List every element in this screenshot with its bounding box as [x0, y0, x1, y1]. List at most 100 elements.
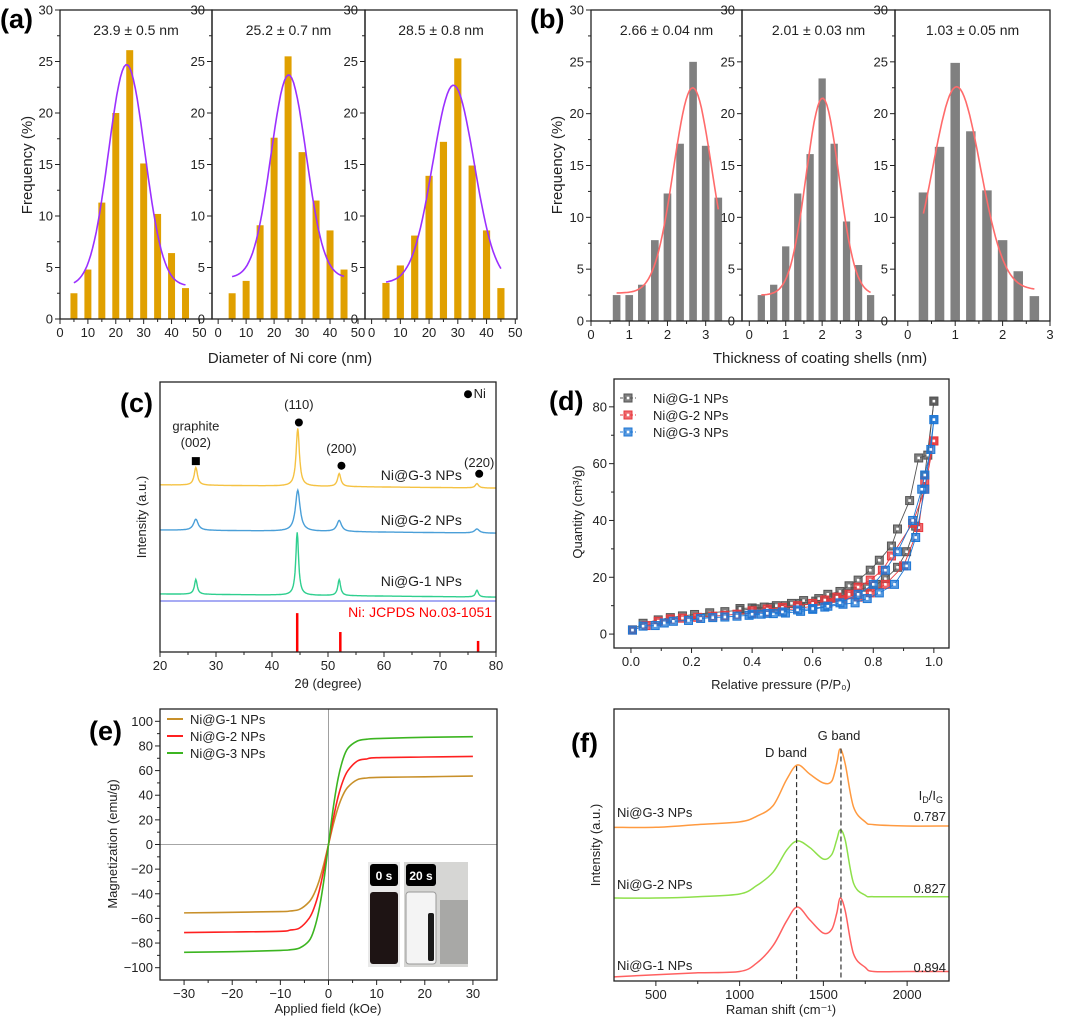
gaussian-fit-line: [616, 86, 720, 294]
marker-center: [681, 616, 684, 620]
marker-center: [917, 456, 921, 460]
marker-center: [790, 602, 793, 605]
histogram-subplot: [382, 58, 505, 319]
histogram-bar: [126, 50, 134, 320]
histogram-bar: [468, 165, 476, 319]
x-tick-label: 2: [664, 327, 671, 342]
histogram-bar: [497, 288, 505, 319]
panel-label-e: (e): [89, 716, 122, 746]
y-tick-label: 40: [593, 513, 607, 528]
series-label: Ni@G-2 NPs: [617, 877, 693, 892]
marker-center: [896, 566, 899, 569]
histogram-bar: [1013, 271, 1023, 321]
x-tick-label: 20: [109, 325, 123, 340]
y-tick-label: 10: [344, 209, 358, 224]
reference-label: Ni: JCPDS No.03-1051: [348, 604, 492, 620]
legend-label: Ni: [474, 386, 486, 401]
y-tick-label: 15: [570, 158, 584, 173]
ratio-part: D: [922, 795, 929, 805]
marker-center: [856, 593, 860, 596]
marker-center: [856, 578, 860, 582]
x-tick-label: 40: [164, 325, 178, 340]
x-tick-label: −30: [173, 986, 195, 1001]
x-tick-label: 50: [321, 658, 335, 673]
marker-center: [735, 614, 739, 618]
y-axis-label: Frequency (%): [19, 116, 36, 214]
y-tick-label: −40: [131, 886, 153, 901]
marker-center: [838, 601, 842, 605]
histogram-bar: [84, 269, 92, 319]
mean-size-annotation: 23.9 ± 0.5 nm: [93, 22, 179, 38]
x-tick-label: 3: [855, 327, 862, 342]
histogram-bar: [168, 253, 176, 319]
x-axis-label: Diameter of Ni core (nm): [208, 350, 372, 367]
marker-center: [878, 558, 881, 562]
y-tick-label: 15: [39, 157, 53, 172]
x-axis-label: Relative pressure (P/P₀): [711, 677, 851, 692]
desorption-branch-line: [752, 440, 935, 612]
x-tick-label: 0.2: [683, 654, 701, 669]
y-tick-label: 20: [721, 106, 735, 121]
panel-label-b: (b): [530, 4, 564, 34]
marker-center: [905, 550, 908, 554]
xrd-pattern-line: [160, 532, 496, 598]
marker-center: [759, 612, 763, 616]
x-tick-label: 1000: [725, 987, 754, 1002]
histogram-bar: [918, 192, 929, 321]
histogram-bar: [140, 163, 148, 319]
y-tick-label: 10: [39, 209, 53, 224]
y-tick-label: 100: [131, 714, 153, 729]
histogram-bar: [982, 190, 992, 321]
inset-label: 20 s: [409, 869, 433, 883]
x-tick-label: 70: [433, 658, 447, 673]
vial-dispersed: [370, 892, 398, 964]
marker-center: [711, 616, 715, 619]
y-tick-label: 25: [191, 54, 205, 69]
x-tick-label: 30: [136, 325, 150, 340]
legend-label: Ni@G-1 NPs: [190, 712, 266, 727]
panel-label-c: (c): [120, 388, 153, 418]
y-tick-label: −20: [131, 862, 153, 877]
histogram-bar: [439, 141, 448, 319]
y-tick-label: 25: [721, 54, 735, 69]
histogram-bar: [326, 230, 334, 319]
x-tick-label: 0: [215, 325, 222, 340]
desorption-branch-line: [752, 419, 935, 615]
peak-index-label: (110): [284, 397, 313, 412]
marker-center: [878, 591, 881, 595]
y-tick-label: −80: [131, 936, 153, 951]
legend-label: Ni@G-2 NPs: [653, 408, 729, 423]
marker-center: [908, 499, 911, 502]
y-tick-label: 0: [728, 314, 735, 329]
marker-center: [932, 418, 936, 421]
histogram-bar: [651, 240, 659, 321]
x-tick-label: 20: [422, 325, 436, 340]
mean-size-annotation: 2.66 ± 0.04 nm: [620, 22, 713, 38]
marker-center: [932, 439, 936, 443]
marker-center: [750, 612, 754, 616]
peak-index-label: (200): [326, 441, 356, 456]
marker-center: [890, 544, 893, 548]
y-tick-label: 30: [570, 3, 584, 18]
marker-center: [914, 536, 917, 539]
y-tick-label: 30: [191, 3, 205, 18]
x-tick-label: −20: [221, 986, 243, 1001]
marker-center: [738, 607, 742, 610]
y-tick-label: 5: [46, 260, 53, 275]
y-tick-label: 25: [874, 54, 888, 69]
g-band-label: G band: [818, 728, 861, 743]
panel-label-d: (d): [549, 386, 583, 416]
panel-label-f: (f): [571, 728, 598, 758]
y-axis-label: Quantity (cm³/g): [570, 465, 585, 558]
y-tick-label: 10: [721, 210, 735, 225]
marker-center: [893, 583, 896, 586]
x-axis-label: Thickness of coating shells (nm): [713, 350, 927, 367]
y-tick-label: 0: [881, 314, 888, 329]
x-tick-label: 1: [782, 327, 789, 342]
y-tick-label: −100: [124, 960, 153, 975]
marker-center: [811, 607, 814, 610]
x-tick-label: 40: [479, 325, 493, 340]
histogram-subplot: [757, 78, 875, 321]
x-tick-label: 2: [819, 327, 826, 342]
histogram-bar: [676, 143, 684, 321]
